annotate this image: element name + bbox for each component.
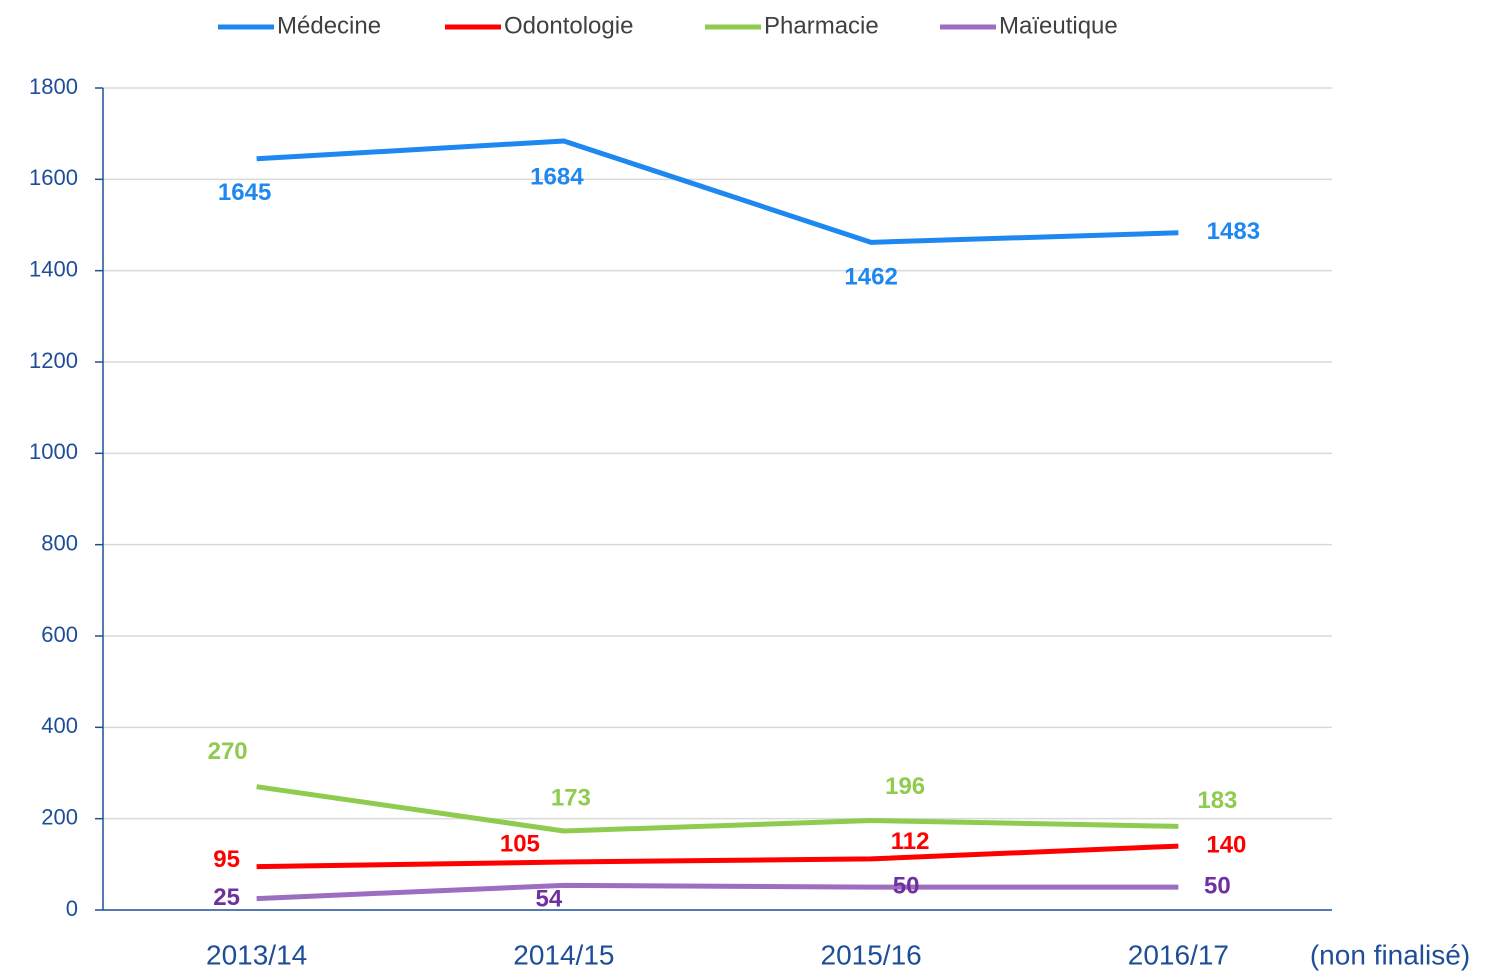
- series-line: [256, 784, 1179, 834]
- x-tick-label: 2013/14: [206, 939, 307, 970]
- series-line: [256, 882, 1179, 902]
- y-tick-label: 800: [41, 530, 78, 555]
- data-label: 1462: [844, 264, 897, 291]
- data-label: 1645: [218, 179, 271, 206]
- y-tick-label: 1200: [29, 348, 78, 373]
- series-line: [256, 843, 1179, 870]
- legend-label: Odontologie: [504, 12, 633, 39]
- data-label: 183: [1197, 787, 1237, 814]
- annotation: (non finalisé): [1310, 939, 1470, 970]
- y-tick-label: 1800: [29, 74, 78, 99]
- x-tick-label: 2015/16: [821, 939, 922, 970]
- data-label: 25: [213, 884, 240, 911]
- y-tick-label: 600: [41, 622, 78, 647]
- x-tick-label: 2016/17: [1128, 939, 1229, 970]
- x-tick-label: 2014/15: [513, 939, 614, 970]
- legend-label: Pharmacie: [764, 12, 879, 39]
- legend-label: Maïeutique: [999, 12, 1118, 39]
- y-tick-label: 1600: [29, 165, 78, 190]
- y-tick-label: 1000: [29, 439, 78, 464]
- data-label: 270: [208, 738, 248, 765]
- y-tick-label: 200: [41, 804, 78, 829]
- data-label: 54: [536, 886, 563, 913]
- data-label: 1684: [530, 163, 584, 190]
- series-line: [256, 138, 1179, 245]
- legend-label: Médecine: [277, 12, 381, 39]
- y-tick-label: 0: [66, 896, 78, 921]
- data-label: 173: [551, 784, 591, 811]
- data-label: 105: [500, 830, 540, 857]
- data-label: 112: [891, 828, 930, 855]
- data-label: 196: [885, 773, 925, 800]
- y-tick-label: 1400: [29, 256, 78, 281]
- data-label: 1483: [1207, 218, 1260, 245]
- data-label: 50: [1204, 873, 1231, 900]
- y-tick-label: 400: [41, 713, 78, 738]
- data-label: 50: [893, 873, 920, 900]
- data-label: 140: [1206, 831, 1246, 858]
- data-label: 95: [213, 846, 240, 873]
